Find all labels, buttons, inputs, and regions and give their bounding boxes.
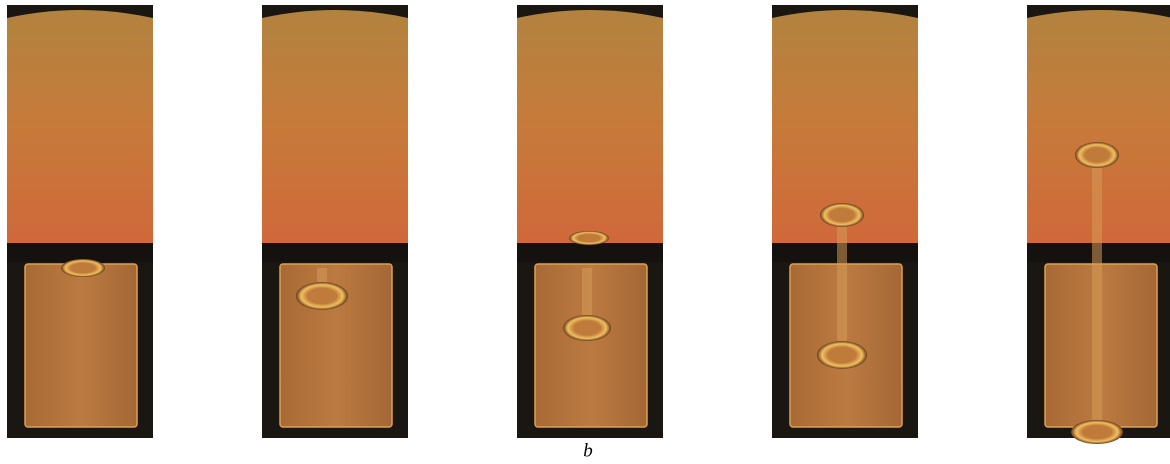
image-panel — [7, 5, 153, 438]
image-panels — [7, 5, 1170, 444]
separator-band — [262, 243, 408, 262]
vortex-ring — [817, 341, 867, 369]
vortex-ring — [296, 282, 348, 310]
lower-chamber — [25, 264, 137, 427]
image-panel — [517, 5, 663, 438]
vortex-ring — [1071, 420, 1123, 444]
vortex-ring — [563, 315, 611, 341]
separator-band — [517, 243, 663, 262]
figure: b — [0, 0, 1170, 464]
plume — [1092, 165, 1102, 430]
upper-chamber — [517, 10, 663, 243]
vortex-ring — [61, 259, 105, 277]
image-panel — [1027, 5, 1170, 444]
plume — [837, 225, 847, 355]
vortex-ring — [820, 203, 864, 227]
caption: b — [583, 440, 593, 461]
upper-chamber — [7, 10, 153, 243]
vortex-ring — [569, 231, 609, 245]
image-panel — [262, 5, 408, 438]
upper-chamber — [262, 10, 408, 243]
vortex-ring — [1075, 142, 1119, 168]
image-panel — [772, 5, 918, 438]
